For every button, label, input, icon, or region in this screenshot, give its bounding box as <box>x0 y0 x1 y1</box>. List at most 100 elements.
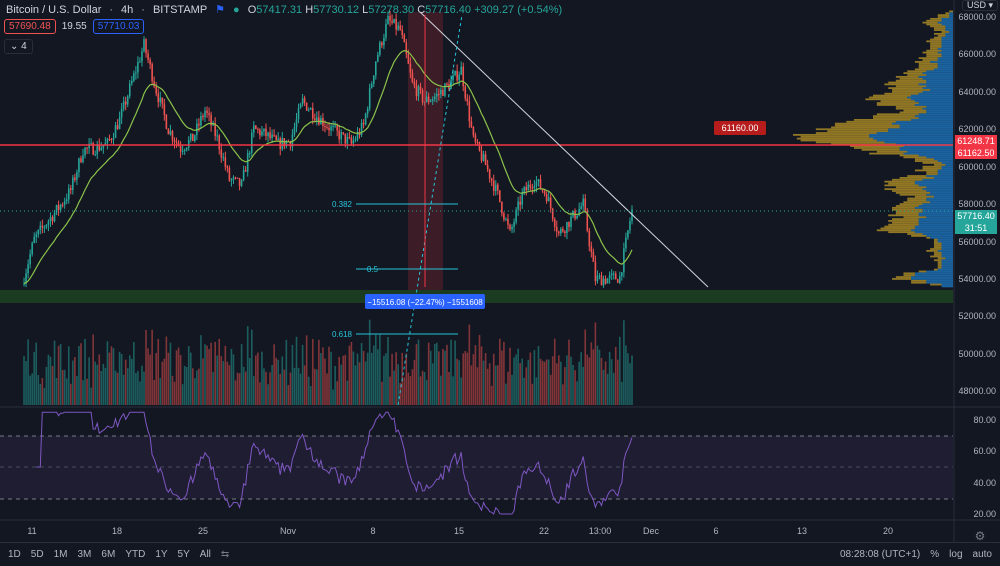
clock[interactable]: 08:28:08 (UTC+1) <box>839 549 921 560</box>
profile-bar-up <box>926 186 953 189</box>
profile-bar-up <box>941 244 953 247</box>
range-5y[interactable]: 5Y <box>177 549 190 560</box>
range-1d[interactable]: 1D <box>8 549 21 560</box>
volume-bar <box>383 355 385 405</box>
profile-bar-down <box>926 53 942 56</box>
profile-bar-up <box>937 238 953 241</box>
volume-bar <box>574 370 576 405</box>
volume-bar <box>265 371 267 405</box>
bottom-toolbar: 1D 5D 1M 3M 6M YTD 1Y 5Y All ⇆ 08:28:08 (UTC+1) … <box>0 542 1000 566</box>
profile-bar-down <box>937 266 942 269</box>
percent-toggle[interactable]: % <box>930 549 940 560</box>
candle-body <box>474 135 477 142</box>
volume-bar <box>553 338 556 405</box>
price-tick: 50000.00 <box>958 348 996 359</box>
profile-bar-down <box>933 251 942 254</box>
profile-bar-up <box>941 19 953 22</box>
volume-bar <box>370 352 373 405</box>
candle-body <box>265 128 267 137</box>
candle-body <box>454 70 456 76</box>
range-5d[interactable]: 5D <box>30 549 44 560</box>
candle-body <box>362 122 365 125</box>
range-all[interactable]: All <box>199 549 211 560</box>
candle-body <box>244 170 247 172</box>
candle-body <box>246 153 249 172</box>
symbol-title[interactable]: Bitcoin / U.S. Dollar <box>6 3 102 16</box>
candle-body <box>157 93 160 103</box>
candle-body <box>612 273 615 275</box>
volume-bars <box>23 319 633 405</box>
range-ytd[interactable]: YTD <box>125 549 146 560</box>
range-1y[interactable]: 1Y <box>155 549 168 560</box>
candle-body <box>226 166 229 169</box>
candle-body <box>429 100 432 102</box>
profile-bar-down <box>793 133 870 136</box>
profile-bar-up <box>895 143 953 146</box>
volume-bar <box>328 346 330 405</box>
volume-bar <box>470 365 473 405</box>
trend-line[interactable] <box>419 11 709 288</box>
candle-body <box>212 123 214 126</box>
volume-bar <box>33 351 35 405</box>
chart-canvas[interactable]: 0.382 0.5 0.618 −15516.08 (−22.47%) −155… <box>0 0 1000 542</box>
profile-bar-down <box>895 186 927 189</box>
candle-body <box>576 215 578 219</box>
currency-select[interactable]: USD ▾ <box>962 0 999 11</box>
profile-bar-up <box>926 235 953 237</box>
range-6m[interactable]: 6M <box>101 549 116 560</box>
log-toggle[interactable]: log <box>949 549 963 560</box>
profile-bar-down <box>884 188 923 191</box>
profile-bar-down <box>892 89 931 91</box>
auto-toggle[interactable]: auto <box>972 549 992 560</box>
sell-button[interactable]: 57690.48 <box>4 19 56 34</box>
candle-body <box>466 98 469 102</box>
goto-date-icon[interactable]: ⇆ <box>220 549 230 560</box>
candle-body <box>328 127 330 131</box>
candle-body <box>421 89 424 103</box>
candle-body <box>468 101 471 122</box>
candle-body <box>405 42 408 55</box>
candle-body <box>128 83 131 97</box>
profile-bar-down <box>933 244 942 247</box>
candle-body <box>444 83 446 96</box>
volume-bar <box>183 365 186 405</box>
candle-body <box>551 208 554 220</box>
settings-gear-icon[interactable]: ⚙ <box>975 529 986 542</box>
profile-bar-up <box>945 27 953 30</box>
volume-bar <box>61 370 64 405</box>
candle-body <box>279 138 282 150</box>
level-label-box[interactable] <box>714 121 766 135</box>
range-1m[interactable]: 1M <box>53 549 68 560</box>
volume-bar <box>72 360 74 405</box>
range-3m[interactable]: 3M <box>77 549 92 560</box>
price-tick: 48000.00 <box>958 386 996 397</box>
candle-body <box>523 187 526 192</box>
profile-bar-up <box>926 216 953 219</box>
profile-bar-down <box>815 141 885 144</box>
candle-body <box>255 125 257 129</box>
profile-bar-up <box>937 51 953 54</box>
volume-bar <box>27 339 29 405</box>
profile-bar-up <box>937 66 953 69</box>
candle-body <box>189 133 192 140</box>
volume-bar <box>257 352 259 405</box>
interval[interactable]: 4h <box>121 3 134 16</box>
indicators-toggle[interactable]: ⌄ 4 <box>4 39 33 54</box>
profile-bar-down <box>884 83 919 86</box>
candle-body <box>549 197 552 209</box>
profile-bar-down <box>880 227 915 230</box>
volume-bar <box>88 357 90 405</box>
profile-bar-up <box>918 154 953 157</box>
profile-bar-up <box>949 12 953 15</box>
profile-bar-up <box>941 285 953 288</box>
candle-body <box>285 140 288 147</box>
candle-body <box>594 261 597 281</box>
volume-bar <box>324 358 326 405</box>
profile-bar-down <box>873 117 919 119</box>
volume-bar <box>619 336 621 405</box>
profile-bar-up <box>941 242 953 245</box>
candle-body <box>23 283 25 285</box>
buy-button[interactable]: 57710.03 <box>92 19 145 34</box>
candle-body <box>533 186 536 189</box>
flag-icon[interactable]: ⚑ <box>215 4 226 16</box>
